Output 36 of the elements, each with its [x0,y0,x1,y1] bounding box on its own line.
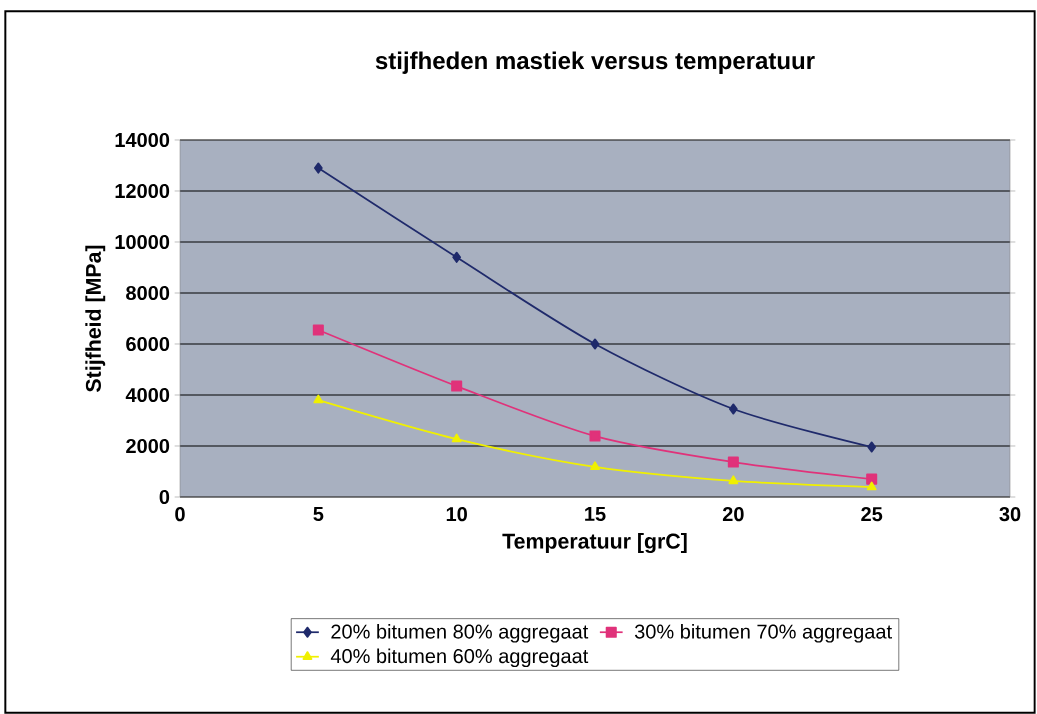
legend-label: 30% bitumen 70% aggregaat [634,623,892,643]
y-axis-title: Stijfheid [MPa] [85,245,106,392]
x-tick-label: 10 [446,507,467,522]
y-tick-label: 8000 [126,285,170,301]
point [451,433,462,443]
point [313,162,323,174]
point [312,324,324,336]
y-tick-label: 0 [159,489,170,505]
x-tick-label: 20 [722,507,744,522]
point [452,251,462,263]
x-tick-label: 30 [999,507,1021,522]
x-tick-label: 0 [175,507,185,522]
chart-title: stijfheden mastiek versus temperatuur [375,51,815,74]
point [867,441,877,453]
y-tick-label: 14000 [115,132,170,148]
point [727,456,739,468]
point [866,473,878,485]
x-tick-label: 15 [585,507,606,521]
point [451,380,463,392]
point [589,430,601,442]
point [728,403,738,415]
y-tick-label: 6000 [126,336,170,352]
y-tick-label: 2000 [126,438,170,454]
point [313,394,324,404]
legend-label: 20% bitumen 80% aggregaat [331,623,589,643]
x-tick-label: 5 [313,507,324,521]
y-tick-label: 12000 [115,183,170,199]
point [866,481,877,491]
y-tick-label: 10000 [115,234,170,250]
x-axis-title: Temperatuur [grC] [502,533,687,554]
point [728,475,739,485]
point [590,461,600,471]
legend-label: 40% bitumen 60% aggregaat [330,648,589,668]
x-tick-label: 25 [861,507,883,522]
point [590,338,600,350]
y-tick-label: 4000 [125,387,170,403]
